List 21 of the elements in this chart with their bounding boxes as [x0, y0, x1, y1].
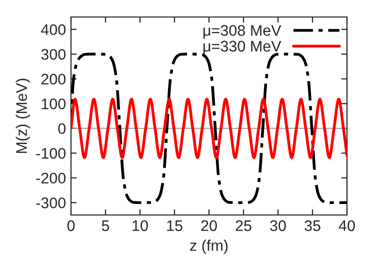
y-tick-label: 400 [41, 24, 66, 36]
y-tick-label: 0 [58, 123, 66, 134]
legend-label: μ=330 MeV [203, 40, 282, 54]
x-tick-label: 10 [132, 220, 148, 232]
y-tick-label: -200 [36, 172, 66, 184]
x-tick-label: 30 [270, 220, 286, 232]
y-tick-label: 200 [41, 74, 66, 85]
y-axis-title: M(z) (MeV) [16, 78, 30, 153]
y-tick-label: 100 [42, 98, 66, 110]
x-tick-label: 20 [201, 220, 217, 232]
x-axis-title: z (fm) [190, 240, 228, 254]
y-tick-label: -300 [36, 197, 66, 208]
legend-label: μ=308 MeV [203, 25, 282, 39]
x-tick-label: 5 [102, 220, 110, 232]
x-tick-label: 40 [338, 220, 355, 232]
x-tick-label: 25 [236, 220, 252, 232]
x-tick-label: 15 [167, 220, 182, 232]
x-tick-label: 0 [67, 220, 75, 232]
y-tick-label: 300 [41, 48, 66, 60]
y-tick-label: -100 [36, 148, 66, 159]
x-tick-label: 35 [304, 220, 320, 232]
